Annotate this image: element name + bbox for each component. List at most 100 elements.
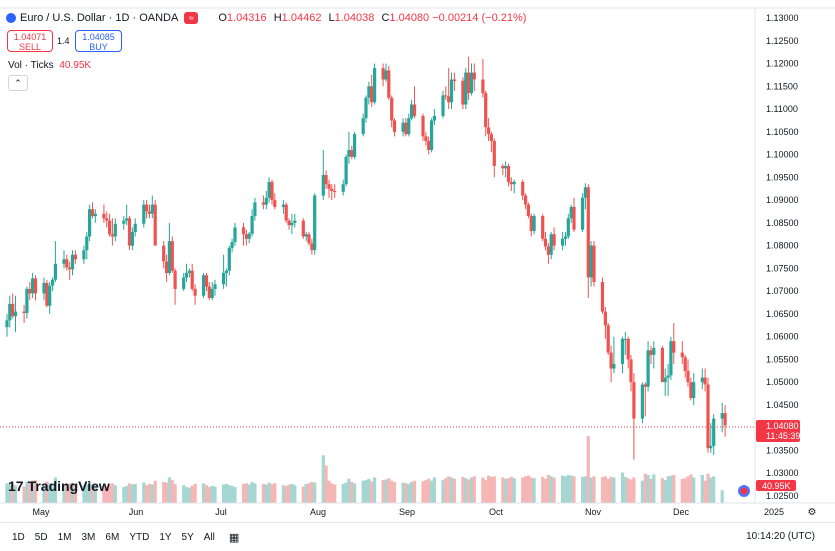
candle-body (569, 206, 573, 219)
volume-bar (543, 478, 548, 503)
candle-body (90, 209, 95, 216)
candle-body (48, 285, 52, 306)
volume-bar (387, 478, 391, 503)
volume-bar (233, 487, 237, 503)
volume-bar (606, 478, 610, 503)
volume-bar (467, 479, 471, 503)
date-range-calendar-icon[interactable]: ▦ (228, 531, 240, 544)
time-axis[interactable]: May Jun Jul Aug Sep Oct Nov Dec 2025 ⚙ (32, 507, 816, 518)
volume-bar (210, 485, 214, 503)
candle-body (561, 238, 565, 246)
candle-body (184, 272, 189, 278)
volume-bar (447, 476, 451, 503)
candle-body (324, 175, 328, 185)
timeframe-5d[interactable]: 5D (34, 531, 48, 543)
candle-body (660, 348, 664, 383)
volume-bar (330, 483, 334, 503)
volume-legend[interactable]: Vol · Ticks 40.95K (8, 60, 91, 71)
volume-bar (669, 475, 673, 503)
candle-body (432, 115, 436, 121)
candle-body (472, 72, 476, 80)
buy-button[interactable]: 1.04085 BUY (75, 30, 122, 52)
price-tick-label: 1.12000 (766, 59, 799, 69)
timeframe-all[interactable]: All (203, 531, 215, 543)
candle-body (381, 68, 385, 80)
volume-bar (461, 476, 465, 503)
volume-bar (672, 475, 676, 503)
volume-bar (102, 485, 106, 503)
volume-bar (264, 484, 268, 503)
axis-settings-icon[interactable]: ⚙ (808, 507, 817, 518)
volume-bar (167, 477, 171, 503)
candle-body (712, 418, 716, 446)
candle-body (643, 384, 647, 387)
candle-body (125, 218, 129, 221)
volume-bar (247, 484, 251, 503)
market-status-icon[interactable]: ≈ (184, 12, 199, 24)
volume-bar (133, 483, 137, 503)
timeframe-6m[interactable]: 6M (105, 531, 120, 543)
volume-bar (65, 484, 69, 503)
timeframe-3m[interactable]: 3M (81, 531, 96, 543)
candle-body (230, 242, 234, 248)
candle-body (85, 236, 89, 251)
volume-bar (449, 477, 454, 503)
timeframe-ytd[interactable]: YTD (129, 531, 150, 543)
price-tick-label: 1.08500 (766, 218, 799, 228)
volume-legend-label: Vol · Ticks (8, 60, 54, 71)
time-tick-label: Nov (585, 507, 602, 517)
volume-bar (404, 483, 408, 503)
utc-clock[interactable]: 10:14:20 (UTC) (746, 531, 815, 542)
candle-body (581, 197, 585, 230)
candle-body (28, 288, 32, 294)
candle-body (586, 187, 590, 278)
volume-tag-label: 40.95K (762, 481, 791, 491)
volume-bar (487, 475, 491, 503)
volume-bar (529, 477, 533, 503)
candle-body (202, 275, 206, 296)
price-tick-label: 1.04500 (766, 400, 799, 410)
candle-body (22, 311, 26, 313)
bar-countdown: 11:45:39 (766, 431, 800, 441)
candle-body (62, 259, 66, 264)
candle-body (353, 134, 357, 157)
volume-bar (324, 465, 328, 503)
candle-body (182, 277, 186, 289)
volume-bar (90, 484, 95, 503)
sell-button[interactable]: 1.04071 SELL (7, 30, 53, 52)
volume-bar (469, 477, 474, 503)
candle-body (526, 204, 530, 216)
candle-body (412, 104, 417, 116)
candle-body (267, 181, 271, 198)
volume-bar (430, 480, 434, 503)
time-tick-label: Dec (673, 507, 690, 517)
timeframe-1d[interactable]: 1D (12, 531, 25, 543)
candle-body (589, 245, 593, 278)
candle-body (307, 234, 311, 244)
candle-body (253, 202, 257, 217)
timeframe-5y[interactable]: 5Y (181, 531, 194, 543)
candle-body (293, 220, 297, 223)
volume-bar (244, 483, 248, 503)
tradingview-logo[interactable]: 17 TradingView (8, 478, 110, 494)
symbol-title[interactable]: Euro / U.S. Dollar · 1D · OANDA (20, 12, 179, 24)
candle-body (290, 222, 294, 226)
candle-body (390, 97, 394, 121)
volume-bar (412, 480, 417, 503)
volume-bar (173, 483, 177, 503)
volume-bar (444, 478, 448, 503)
candle-body (552, 234, 556, 246)
spread-value: 1.4 (57, 36, 70, 46)
price-axis[interactable]: 1.13000 1.12500 1.12000 1.11500 1.11000 1.105… (0, 7, 835, 504)
collapse-legend-button[interactable]: ⌃ (8, 75, 28, 91)
candle-body (108, 220, 112, 235)
volume-bar (33, 480, 38, 503)
candle-body (600, 282, 605, 312)
timeframe-1y[interactable]: 1Y (159, 531, 172, 543)
candle-body (165, 261, 169, 273)
volume-bar (130, 484, 134, 503)
brand-name: TradingView (27, 478, 110, 494)
timeframe-1m[interactable]: 1M (57, 531, 72, 543)
volume-bar (253, 483, 257, 503)
